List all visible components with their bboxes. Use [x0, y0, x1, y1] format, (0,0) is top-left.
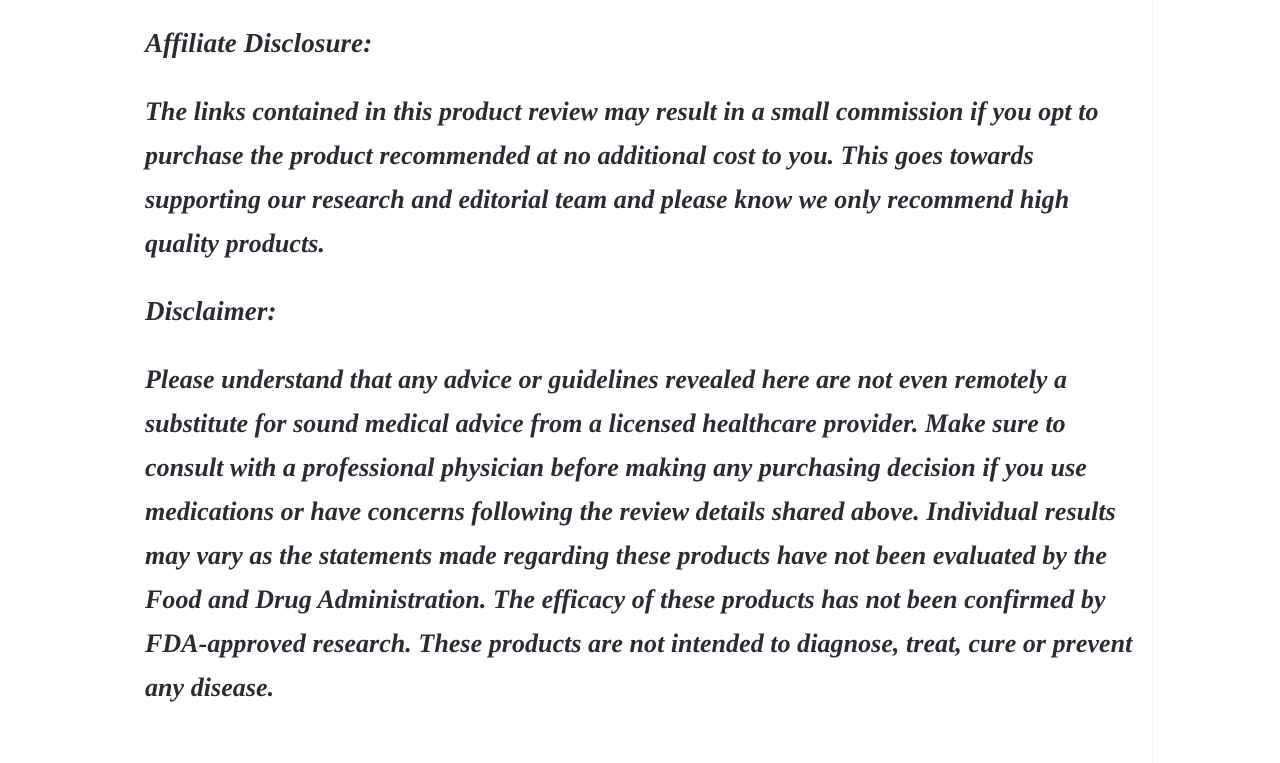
spacer-after-affiliate-heading: [145, 65, 1147, 90]
disclaimer-paragraph: Please understand that any advice or gui…: [145, 365, 1133, 702]
article-text-wrapper: Affiliate Disclosure: The links containe…: [145, 0, 1147, 702]
top-spacer: [145, 0, 1147, 21]
affiliate-disclosure-paragraph: The links contained in this product revi…: [145, 97, 1099, 258]
affiliate-disclosure-heading: Affiliate Disclosure:: [145, 28, 373, 58]
spacer-after-affiliate-paragraph: [145, 266, 1147, 289]
spacer-after-disclaimer-heading: [145, 333, 1147, 358]
disclaimer-heading: Disclaimer:: [145, 296, 277, 326]
article-content-column: Affiliate Disclosure: The links containe…: [145, 0, 1153, 763]
